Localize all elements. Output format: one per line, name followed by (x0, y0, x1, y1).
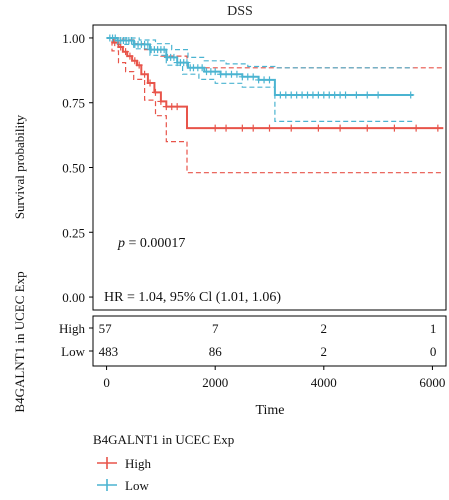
x-axis-label: Time (255, 403, 284, 418)
low-censor-mark (266, 76, 273, 84)
high-censor-mark (135, 61, 143, 69)
low-legend-label: Low (125, 478, 149, 493)
high-censor-mark (151, 88, 159, 96)
legend-items: High Low (97, 456, 152, 493)
risk-table-rows: High 57 7 2 1 Low 483 86 2 0 (59, 321, 436, 359)
high-legend-key (97, 457, 117, 469)
p-value-text: = 0.00017 (125, 236, 185, 251)
risk-count: 86 (209, 344, 223, 359)
low-censor-mark (170, 53, 178, 61)
x-tick-label: 6000 (419, 375, 445, 390)
low-censor-mark (144, 40, 152, 48)
risk-count: 2 (321, 321, 328, 336)
high-censor-mark (122, 48, 130, 56)
risk-count: 0 (430, 344, 437, 359)
low-ci-upper-line (106, 37, 414, 69)
low-legend-key (97, 479, 117, 491)
y-tick-label: 1.00 (62, 31, 85, 46)
high-ci-lower-line (106, 37, 444, 174)
high-censor-mark (434, 124, 442, 132)
high-censor-mark (173, 103, 181, 111)
low-survival-curve (106, 37, 414, 96)
high-censor-mark (146, 79, 154, 87)
low-censor-mark (233, 70, 241, 78)
low-censor-mark (363, 91, 371, 99)
high-censor-mark (238, 124, 246, 132)
high-legend-label: High (125, 456, 152, 471)
low-ci-lower-line (106, 37, 414, 122)
legend-title: B4GALNT1 in UCEC Exp (93, 432, 234, 447)
risk-count: 57 (99, 321, 113, 336)
low-censor-mark (128, 37, 136, 45)
low-censor-mark (374, 91, 382, 99)
risk-count: 483 (99, 344, 119, 359)
y-tick-label: 0.25 (62, 225, 85, 240)
high-censor-mark (336, 124, 344, 132)
risk-table-title: B4GALNT1 in UCEC Exp (12, 271, 27, 412)
p-value-annotation: p = 0.00017 (117, 236, 185, 251)
y-axis-label: Survival probability (12, 114, 27, 219)
risk-table-panel (92, 315, 447, 367)
legend: B4GALNT1 in UCEC Exp High Low (93, 432, 234, 493)
high-censor-mark (412, 124, 420, 132)
chart-title: DSS (227, 4, 253, 19)
y-axis-ticks: 0.00 0.25 0.50 0.75 1.00 (62, 31, 93, 305)
high-censor-mark (157, 97, 165, 105)
high-censor-mark (363, 124, 371, 132)
high-censor-mark (141, 70, 149, 78)
hr-annotation: HR = 1.04, 95% Cl (1.01, 1.06) (104, 290, 281, 305)
high-censor-mark (131, 57, 139, 65)
high-censor-mark (287, 124, 295, 132)
high-censor-mark (249, 124, 257, 132)
risk-count: 7 (212, 321, 219, 336)
low-censor-mark (249, 73, 257, 81)
risk-row-label-low: Low (61, 344, 85, 359)
high-censor-mark (117, 43, 125, 51)
x-tick-label: 2000 (202, 375, 228, 390)
censor-marks (106, 34, 442, 132)
risk-count: 2 (321, 344, 328, 359)
low-censor-mark (352, 91, 360, 99)
y-tick-label: 0.75 (62, 96, 85, 111)
low-censor-mark (407, 91, 415, 99)
x-tick-label: 4000 (311, 375, 337, 390)
low-censor-mark (160, 46, 168, 54)
low-censor-mark (183, 59, 191, 67)
x-tick-label: 0 (103, 375, 110, 390)
high-censor-mark (390, 124, 398, 132)
high-censor-mark (266, 124, 273, 132)
low-censor-mark (342, 91, 350, 99)
risk-row-label-high: High (59, 321, 86, 336)
low-censor-mark (198, 64, 206, 72)
y-tick-label: 0.00 (62, 290, 85, 305)
p-symbol: p (117, 236, 125, 251)
confidence-bands (106, 37, 444, 174)
low-censor-mark (211, 68, 219, 76)
y-tick-label: 0.50 (62, 161, 85, 176)
high-censor-mark (222, 124, 230, 132)
high-censor-mark (314, 124, 322, 132)
high-censor-mark (211, 124, 219, 132)
x-axis-ticks: 0 2000 4000 6000 (103, 366, 445, 390)
high-censor-mark (126, 52, 134, 60)
risk-count: 1 (430, 321, 437, 336)
survival-plot: 0.00 0.25 0.50 0.75 1.00 Survival probabilit… (12, 24, 447, 311)
